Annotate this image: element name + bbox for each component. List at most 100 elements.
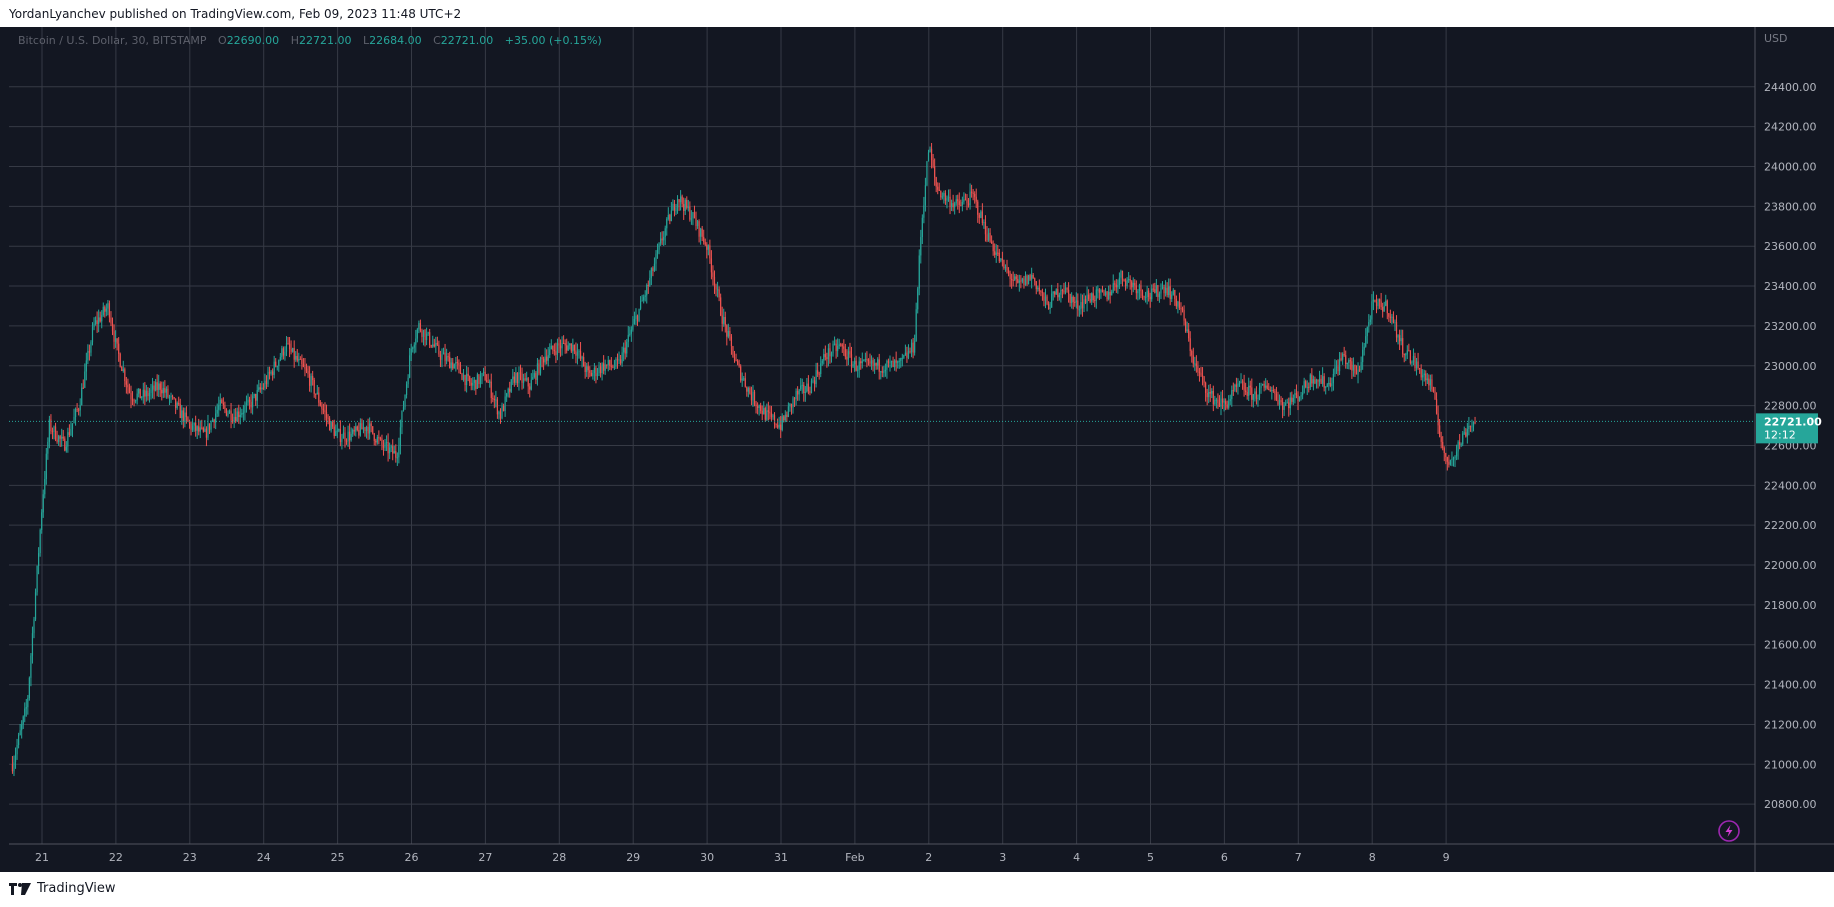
candle-body [221,399,223,404]
candle-body [1395,322,1398,338]
candle-body [315,393,317,395]
candle-body [522,378,525,383]
candle-body [1452,458,1455,460]
candle-body [1366,326,1368,337]
candle-body [1365,336,1367,347]
candle-body [232,420,234,422]
candle-body [783,416,785,421]
candle-body [201,427,203,429]
candle-body [415,338,417,345]
candle-body [1220,398,1222,407]
candle-body [244,405,246,413]
candle-body [666,219,668,229]
candle-body [1292,397,1294,402]
candle-body [176,402,178,408]
candle-body [1043,292,1045,301]
candle-body [1032,274,1034,279]
legend-high: 22721.00 [299,34,352,47]
footer[interactable]: TradingView [9,881,116,896]
candle-body [934,166,936,178]
candle-body [361,423,363,430]
candle-body [618,359,620,361]
candle-body [1024,275,1027,285]
candle-body [245,402,248,406]
candle-body [570,343,572,352]
candle-body [678,199,680,203]
candle-body [798,389,800,395]
candle-body [741,378,743,381]
candle-body [1295,393,1298,395]
candle-body [1080,302,1082,310]
candle-body [321,405,323,409]
candle-body [1294,393,1296,398]
candle-body [392,446,394,454]
candle-body [1460,444,1462,446]
y-tick-label: 21600.00 [1764,639,1817,652]
candle-body [1378,299,1381,302]
candle-body [1257,397,1259,399]
candle-body [1297,394,1299,402]
candle-body [954,203,956,208]
candle-body [1422,375,1424,378]
candle-body [1377,299,1379,307]
candle-body [499,411,502,419]
candle-body [1149,296,1151,300]
price-axis[interactable]: 20800.00 21000.00 21200.00 21400.00 21600.00… [1764,81,1817,811]
candle-body [458,362,460,366]
x-tick-label: 4 [1073,851,1080,864]
candle-body [1357,369,1359,375]
candle-body [413,344,415,348]
candle-body [295,355,297,360]
candle-body [715,286,717,290]
chart-area[interactable]: 20800.00 21000.00 21200.00 21400.00 21600.00… [0,27,1834,872]
candle-body [339,429,341,442]
candle-body [1229,399,1231,402]
x-tick-label: 29 [626,851,640,864]
candle-body [726,325,728,337]
candle-body [1331,383,1333,387]
candle-body [318,392,320,403]
candle-body [704,242,706,245]
candle-body [219,399,221,406]
candle-body [462,375,465,380]
candle-body [1469,425,1472,427]
candle-body [121,366,123,372]
candle-body [672,203,674,211]
candle-body [1089,298,1091,302]
candle-body [144,389,146,397]
candle-body [316,392,318,394]
candle-body [995,252,997,255]
y-tick-label: 20800.00 [1764,798,1817,811]
candle-body [1111,291,1113,296]
candle-body [912,342,914,353]
candle-body [62,436,64,439]
candle-body [1200,372,1202,376]
candle-body [1372,299,1375,302]
lightning-icon[interactable] [1718,820,1740,842]
candle-body [389,447,391,454]
candle-body [875,363,877,366]
candle-body [67,432,69,447]
candlestick-chart[interactable]: 20800.00 21000.00 21200.00 21400.00 21600.00… [0,27,1834,872]
candle-body [1034,278,1036,282]
y-tick-label: 21800.00 [1764,599,1817,612]
candle-body [566,345,568,351]
candle-body [188,421,191,424]
candle-body [94,320,97,324]
candle-body [492,397,494,400]
candle-body [636,315,639,321]
candle-body [907,351,910,358]
candle-body [356,426,358,430]
candle-body [359,423,361,436]
time-axis[interactable]: 21 22 23 24 25 26 27 28 29 30 31 Feb 2 3 4 5 6 7 8 9 [35,851,1450,864]
candle-body [1169,286,1171,299]
candle-body [940,190,942,198]
candle-body [432,344,434,347]
candle-body [99,317,101,322]
candle-body [547,355,549,361]
candle-body [1362,349,1364,363]
candle-body [1303,381,1305,393]
candle-body [1232,390,1234,392]
y-tick-label: 24000.00 [1764,160,1817,173]
candle-body [158,383,160,390]
